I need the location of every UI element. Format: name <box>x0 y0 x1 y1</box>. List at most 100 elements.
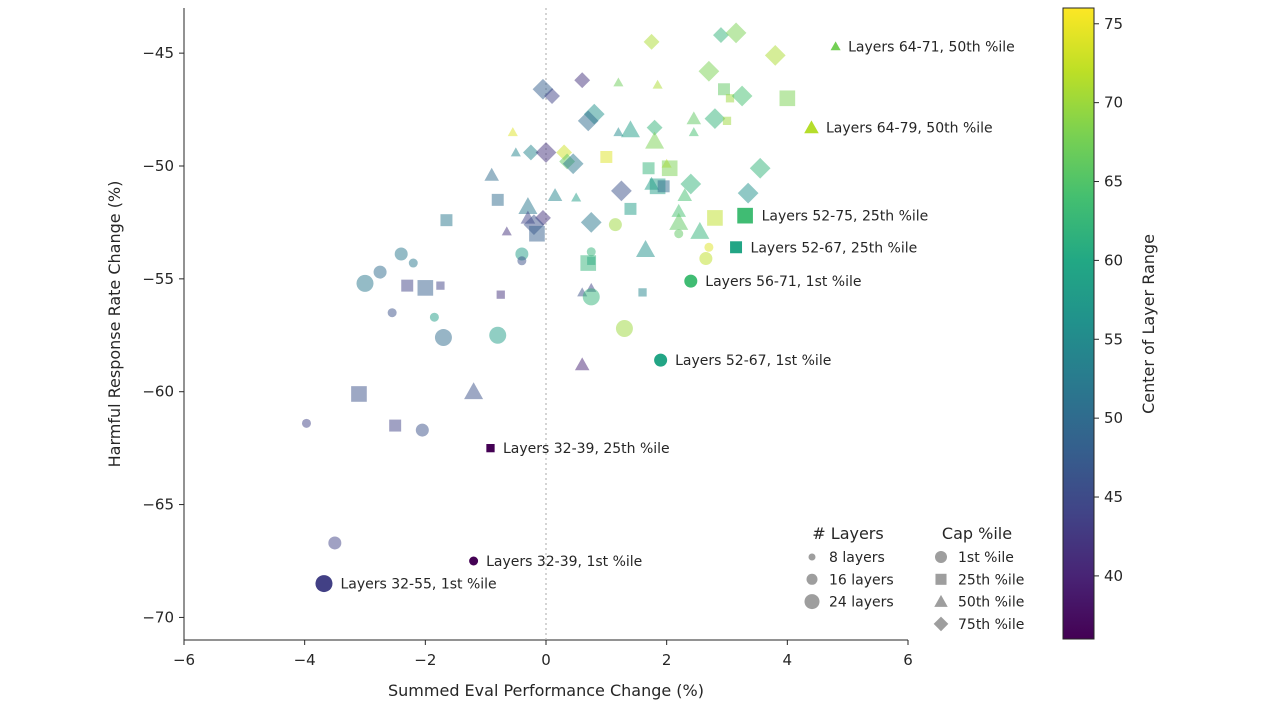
data-point <box>501 226 512 236</box>
highlighted-point-label: Layers 52-67, 25th %ile <box>751 240 918 256</box>
data-point <box>620 120 640 138</box>
data-point <box>674 229 684 239</box>
data-point <box>615 320 633 338</box>
highlighted-point-label: Layers 32-39, 1st %ile <box>486 554 642 570</box>
data-point <box>707 210 723 226</box>
colorbar-tick-label: 45 <box>1104 488 1123 506</box>
legend-layers-swatch <box>804 594 820 610</box>
data-point <box>510 147 521 157</box>
y-tick-label: −45 <box>142 44 174 62</box>
data-point <box>580 212 602 233</box>
data-point <box>699 252 713 266</box>
data-point <box>725 94 735 103</box>
highlighted-labels: Layers 64-71, 50th %ile Layers 64-79, 50t… <box>340 39 1014 592</box>
x-tick-label: 6 <box>903 651 913 669</box>
legend-layers-swatch <box>808 553 816 561</box>
data-point <box>718 83 730 96</box>
highlighted-point <box>315 575 333 593</box>
legend-cap-label: 50th %ile <box>958 595 1024 611</box>
y-tick-label: −55 <box>142 270 174 288</box>
data-point <box>645 131 665 149</box>
data-point <box>722 116 732 125</box>
data-point <box>373 265 387 279</box>
data-point <box>713 27 729 44</box>
data-point <box>529 225 545 242</box>
data-point <box>556 144 573 161</box>
data-point <box>613 127 624 137</box>
data-point <box>698 60 720 82</box>
legend-layers-label: 16 layers <box>829 572 894 588</box>
colorbar <box>1062 7 1095 640</box>
data-point <box>704 242 714 252</box>
y-tick-label: −50 <box>142 157 174 175</box>
data-point <box>532 78 554 100</box>
highlighted-point-label: Layers 52-67, 1st %ile <box>675 353 831 369</box>
data-point <box>436 281 445 290</box>
highlighted-point <box>804 120 819 134</box>
data-point <box>328 536 342 550</box>
data-point <box>562 153 584 175</box>
legend-layers-title: # Layers <box>812 524 883 543</box>
colorbar-tick-label: 60 <box>1104 251 1123 269</box>
data-point <box>669 212 689 230</box>
data-point <box>389 419 402 432</box>
highlighted-point <box>684 274 698 288</box>
data-point <box>686 111 702 125</box>
data-point <box>464 382 484 400</box>
data-point <box>574 72 591 89</box>
data-point <box>518 197 538 215</box>
data-point <box>484 167 499 181</box>
data-point <box>434 329 452 347</box>
data-point <box>657 180 670 193</box>
data-point <box>429 312 439 322</box>
background-points <box>301 22 796 550</box>
y-axis-label: Harmful Response Rate Change (%) <box>105 181 124 468</box>
data-point <box>749 157 771 179</box>
x-tick-label: 2 <box>662 651 672 669</box>
data-point <box>491 193 504 206</box>
data-point <box>643 33 660 50</box>
data-point <box>646 119 663 136</box>
data-point <box>731 85 753 107</box>
data-point <box>600 150 613 163</box>
data-point <box>415 423 429 437</box>
data-point <box>577 110 599 132</box>
data-point <box>582 288 600 306</box>
data-point <box>547 188 563 202</box>
data-point <box>571 192 582 202</box>
data-point <box>496 290 505 299</box>
data-point <box>356 274 374 292</box>
data-point <box>440 214 453 227</box>
data-point <box>725 22 747 44</box>
legend-cap-label: 25th %ile <box>958 572 1024 588</box>
x-tick-label: −2 <box>414 651 436 669</box>
data-point <box>517 256 527 266</box>
data-point <box>580 255 597 271</box>
highlighted-point-label: Layers 52-75, 25th %ile <box>762 209 929 225</box>
x-axis-label: Summed Eval Performance Change (%) <box>388 681 704 700</box>
data-point <box>535 142 557 163</box>
data-point <box>535 209 551 226</box>
legend-cap-label: 1st %ile <box>958 550 1014 566</box>
legend-cap-label: 75th %ile <box>958 617 1024 633</box>
data-point <box>671 203 687 217</box>
x-tick-label: 0 <box>541 651 551 669</box>
data-point <box>574 357 590 371</box>
colorbar-tick-label: 70 <box>1104 94 1123 112</box>
data-point <box>624 202 637 215</box>
data-point <box>611 180 632 202</box>
colorbar-tick-label: 75 <box>1104 15 1123 33</box>
data-point <box>652 79 663 89</box>
data-point <box>417 280 434 296</box>
highlighted-point-label: Layers 64-79, 50th %ile <box>826 121 993 137</box>
x-ticks: −6 −4 −2 0 2 4 6 <box>173 640 913 669</box>
highlighted-point <box>654 353 668 367</box>
highlighted-point-label: Layers 56-71, 1st %ile <box>705 274 861 290</box>
data-point <box>779 90 796 107</box>
data-point <box>586 247 596 257</box>
colorbar-tick-label: 40 <box>1104 567 1123 585</box>
y-tick-label: −65 <box>142 496 174 514</box>
data-point <box>661 160 678 177</box>
data-point <box>638 288 647 297</box>
